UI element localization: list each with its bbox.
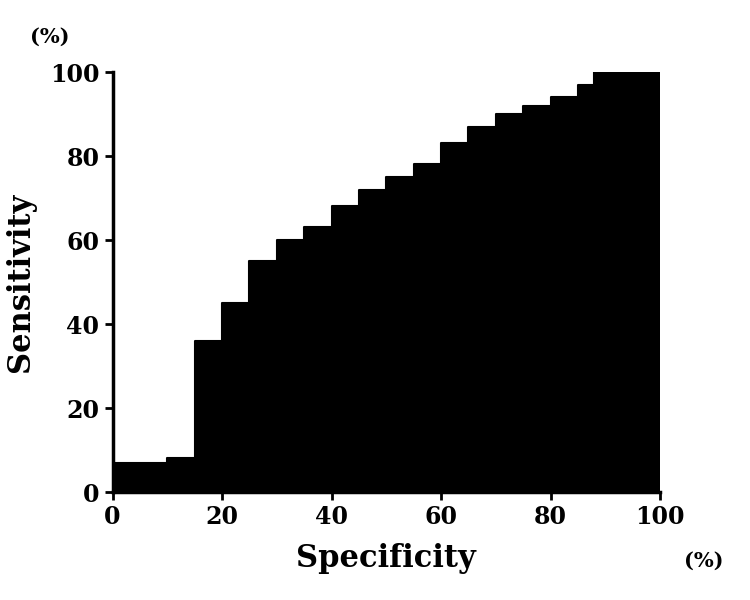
X-axis label: Specificity: Specificity bbox=[296, 543, 476, 574]
Text: (%): (%) bbox=[684, 551, 724, 571]
Text: (%): (%) bbox=[30, 27, 70, 47]
Y-axis label: Sensitivity: Sensitivity bbox=[5, 193, 36, 371]
